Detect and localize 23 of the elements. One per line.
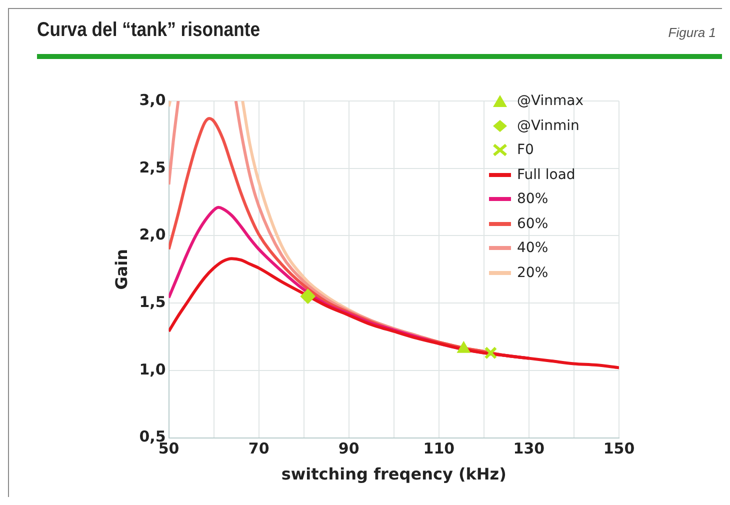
x-axis-title: switching freqency (kHz)	[281, 464, 506, 484]
legend-label: 80%	[517, 190, 548, 209]
text: Figura 1	[668, 25, 716, 40]
legend-label: Full load	[517, 166, 576, 184]
x-tick-label: 90	[338, 440, 360, 458]
x-tick-label: 150	[603, 440, 635, 458]
x-tick-label: 130	[513, 440, 545, 458]
legend-label: F0	[517, 141, 534, 160]
legend-label: 60%	[517, 214, 548, 234]
y-tick-label: 1,0	[139, 360, 166, 378]
y-tick-label: 3,0	[139, 90, 166, 109]
legend-label: 40%	[517, 239, 548, 258]
x-tick-label: 110	[423, 440, 455, 458]
y-tick-label: 1,5	[139, 292, 166, 311]
x-tick-label: 70	[248, 440, 270, 458]
chart-title: Curva del “tank” risonante	[37, 19, 260, 42]
legend-label: @Vinmin	[517, 116, 580, 136]
legend-label: @Vinmax	[517, 92, 584, 111]
y-tick-label: 2,5	[139, 158, 166, 176]
legend-label: 20%	[517, 264, 548, 282]
line-series	[168, 257, 619, 370]
y-axis-title: Gain	[112, 248, 131, 290]
y-tick-label: 2,0	[139, 226, 166, 244]
